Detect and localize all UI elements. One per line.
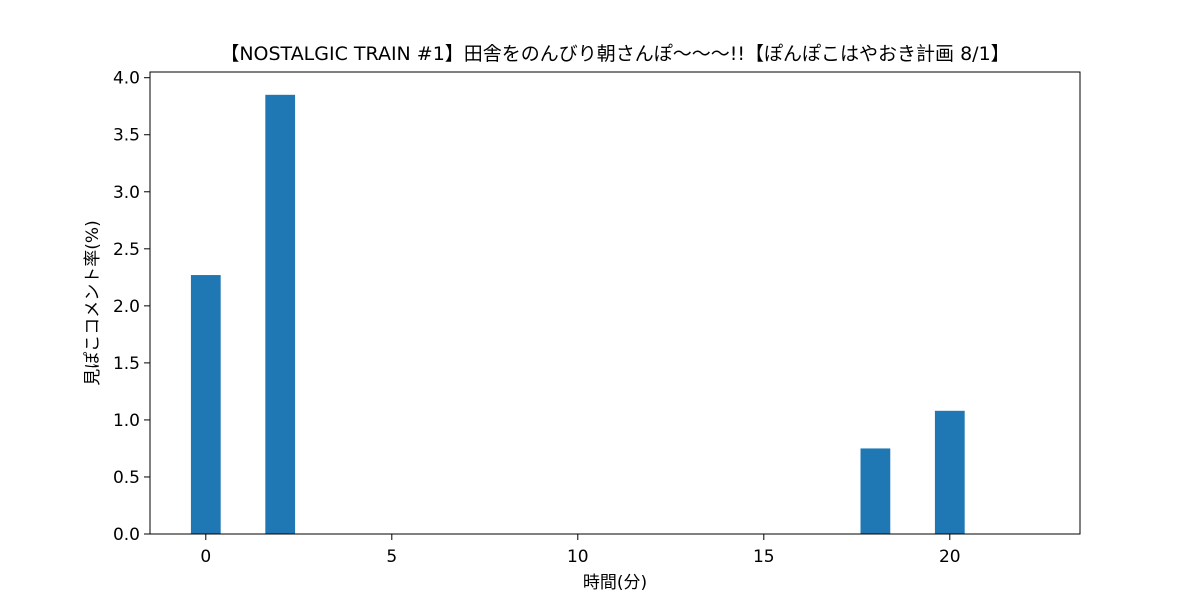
y-tick-label: 4.0 (113, 69, 140, 89)
bar-18 (860, 448, 891, 534)
x-tick-label: 20 (939, 547, 961, 567)
y-tick-label: 2.0 (113, 297, 140, 317)
x-tick-label: 5 (386, 547, 397, 567)
bars (190, 94, 965, 534)
x-tick-label: 0 (200, 547, 211, 567)
x-tick-label: 15 (753, 547, 775, 567)
x-axis-label: 時間(分) (583, 573, 647, 593)
y-tick-label: 1.0 (113, 411, 140, 431)
y-axis-ticks: 0.0 0.5 1.0 1.5 2.0 2.5 3.0 3.5 4.0 (113, 69, 150, 545)
y-axis-label: 見ぽこコメント率(%) (83, 220, 103, 385)
plot-frame (149, 71, 1081, 535)
bar-2 (265, 94, 296, 534)
bar-0 (190, 275, 221, 534)
y-tick-label: 0.5 (113, 468, 140, 488)
x-axis-ticks: 0 5 10 15 20 (200, 534, 961, 567)
bar-20 (934, 410, 965, 534)
y-tick-label: 2.5 (113, 240, 140, 260)
y-tick-label: 3.5 (113, 126, 140, 146)
x-tick-label: 10 (567, 547, 589, 567)
y-tick-label: 3.0 (113, 183, 140, 203)
y-tick-label: 0.0 (113, 525, 140, 545)
chart-title: 【NOSTALGIC TRAIN #1】田舎をのんびり朝さんぽ～～～!!【ぽんぽ… (220, 43, 1009, 65)
y-tick-label: 1.5 (113, 354, 140, 374)
